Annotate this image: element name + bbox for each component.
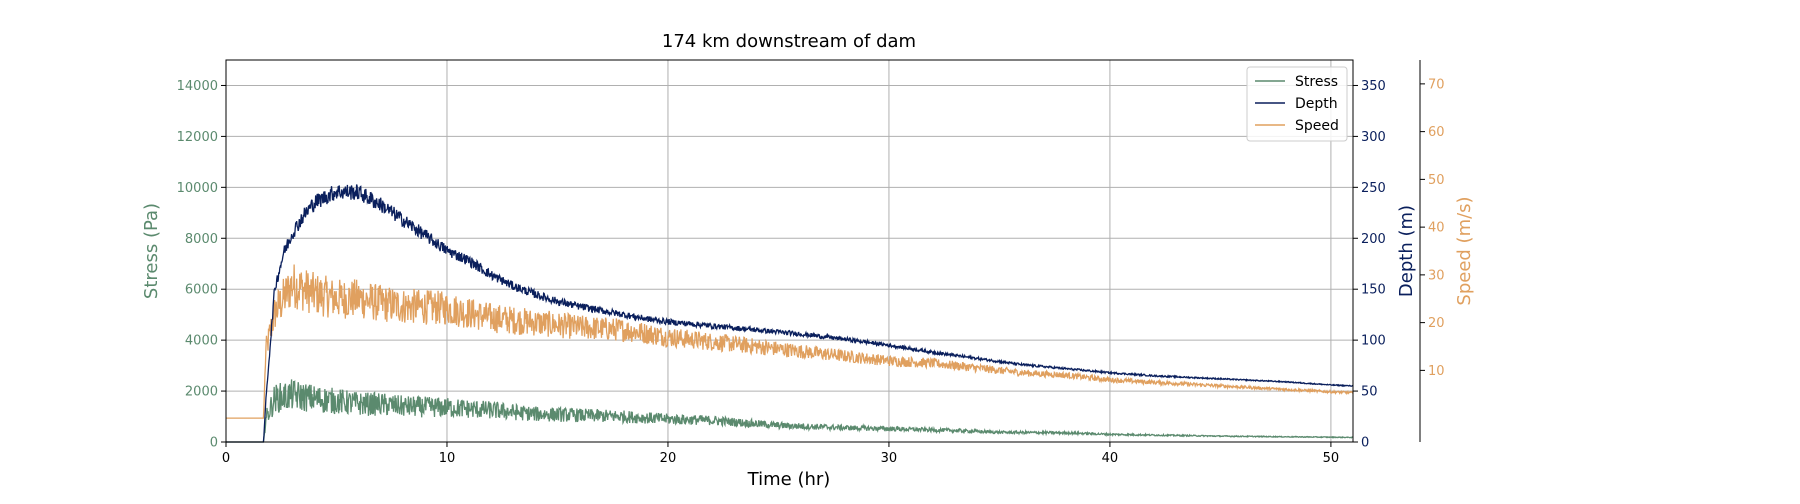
depth-tick-label: 0 — [1361, 436, 1369, 451]
depth-tick-label: 250 — [1361, 181, 1386, 196]
stress-tick-label: 12000 — [177, 130, 218, 145]
depth-axis-label: Depth (m) — [1396, 205, 1417, 297]
depth-tick-label: 50 — [1361, 385, 1378, 400]
legend-label-stress: Stress — [1295, 74, 1338, 90]
legend-box — [1246, 66, 1348, 142]
tick-group: 0 10 20 30 40 5002000400060008000100001200014… — [141, 77, 1475, 466]
series-line-speed — [226, 264, 1354, 419]
x-tick-label: 20 — [660, 451, 677, 466]
depth-tick-label: 150 — [1361, 283, 1386, 298]
x-tick-label: 40 — [1102, 451, 1119, 466]
speed-tick-label: 50 — [1428, 173, 1445, 188]
stress-axis-label: Stress (Pa) — [141, 203, 162, 299]
legend-label-depth: Depth — [1295, 96, 1338, 112]
depth-tick-label: 350 — [1361, 79, 1386, 94]
legend-label-speed: Speed — [1295, 118, 1339, 134]
speed-tick-label: 10 — [1428, 364, 1445, 379]
x-tick-label: 10 — [439, 451, 456, 466]
speed-tick-label: 30 — [1428, 268, 1445, 283]
stress-tick-label: 8000 — [185, 232, 218, 247]
speed-tick-label: 40 — [1428, 221, 1445, 236]
x-tick-label: 50 — [1323, 451, 1340, 466]
stress-tick-label: 10000 — [177, 181, 218, 196]
series-line-depth — [226, 184, 1354, 443]
speed-tick-label: 20 — [1428, 316, 1445, 331]
series-group — [226, 184, 1354, 443]
axes-frame — [225, 59, 1421, 443]
x-tick-label: 0 — [222, 451, 230, 466]
legend: Stress Depth Speed — [1246, 66, 1348, 142]
chart-title: 174 km downstream of dam — [662, 31, 916, 52]
depth-tick-label: 200 — [1361, 232, 1386, 247]
depth-tick-label: 100 — [1361, 334, 1386, 349]
stress-tick-label: 2000 — [185, 385, 218, 400]
speed-axis-label: Speed (m/s) — [1454, 196, 1475, 305]
plot-frame — [225, 59, 1354, 443]
series-line-stress — [226, 379, 1354, 443]
stress-tick-label: 4000 — [185, 334, 218, 349]
stress-tick-label: 0 — [210, 436, 218, 451]
x-tick-label: 30 — [881, 451, 898, 466]
speed-tick-label: 70 — [1428, 77, 1445, 92]
stress-tick-label: 6000 — [185, 283, 218, 298]
depth-tick-label: 300 — [1361, 130, 1386, 145]
x-axis-label: Time (hr) — [747, 469, 831, 490]
speed-tick-label: 60 — [1428, 125, 1445, 140]
stress-tick-label: 14000 — [177, 79, 218, 94]
